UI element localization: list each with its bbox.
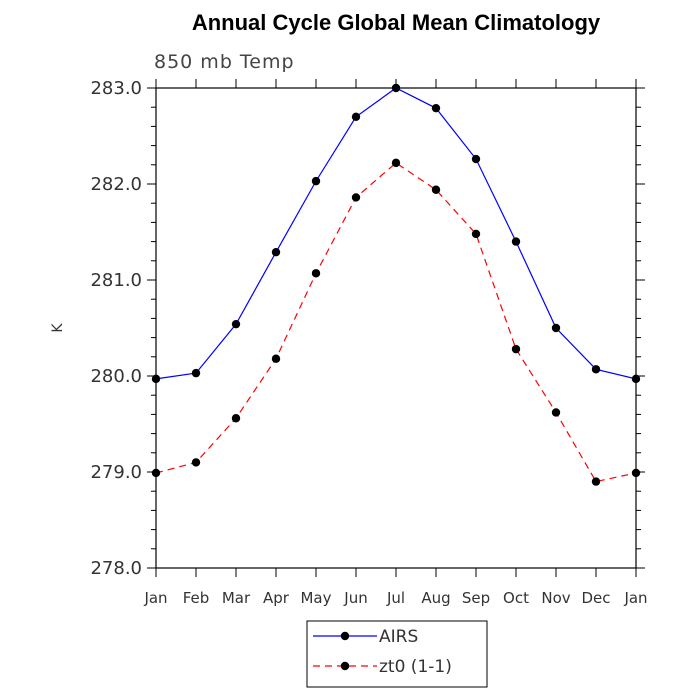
series-1 [151, 158, 641, 486]
x-tick-label: May [300, 589, 331, 607]
data-point [391, 158, 401, 168]
data-point [431, 185, 441, 194]
x-tick-label: Jun [343, 589, 367, 607]
series-layer [151, 83, 641, 486]
data-point [191, 458, 201, 467]
data-point [511, 237, 521, 246]
data-point [471, 154, 481, 164]
legend: AIRS zt0 (1-1) [306, 620, 488, 688]
x-tick-label: Jul [386, 589, 405, 607]
x-tick-label: Aug [421, 589, 450, 607]
legend-label: zt0 (1-1) [379, 657, 452, 677]
data-point [591, 365, 601, 374]
data-point [431, 103, 441, 113]
data-point [271, 354, 281, 363]
data-point [391, 83, 401, 93]
y-tick-label: 281.0 [90, 270, 142, 291]
x-tick-label: Dec [581, 589, 610, 607]
legend-marker [340, 661, 350, 671]
y-tick-label: 280.0 [90, 366, 142, 387]
x-tick-label: Jan [143, 589, 167, 607]
data-point [631, 374, 641, 384]
y-tick-label: 282.0 [90, 174, 142, 195]
x-tick-label: Feb [183, 589, 210, 607]
data-point [511, 344, 521, 354]
x-tick-label: Apr [263, 589, 290, 607]
legend-label: AIRS [379, 627, 418, 647]
data-point [351, 112, 361, 122]
data-point [311, 269, 321, 278]
legend-marker [340, 631, 350, 641]
x-tick-label: Nov [541, 589, 570, 607]
x-tick-label: Oct [503, 589, 529, 607]
data-point [471, 229, 481, 239]
series-0 [151, 83, 641, 384]
data-point [551, 408, 561, 417]
series-line [155, 162, 637, 483]
x-tick-label: Mar [222, 589, 251, 607]
data-point [151, 468, 161, 478]
x-tick-label: Jan [623, 589, 647, 607]
x-tick-label: Sep [462, 589, 490, 607]
data-point [311, 176, 321, 186]
data-point [151, 374, 161, 384]
y-tick-label: 279.0 [90, 462, 142, 483]
data-point [351, 193, 361, 202]
data-point [191, 368, 201, 378]
data-point [631, 468, 641, 478]
data-point [591, 477, 601, 486]
legend-box [306, 620, 488, 688]
data-point [231, 414, 241, 423]
y-tick-label: 278.0 [90, 558, 142, 579]
axes: 278.0 279.0 280.0 281.0 282.0 283.0 Jan Feb Mar A… [90, 78, 647, 607]
chart-subtitle: 850 mb Temp [154, 51, 295, 73]
data-point [271, 247, 281, 257]
series-line [155, 87, 637, 380]
y-tick-label: 283.0 [90, 78, 142, 99]
data-point [231, 319, 241, 329]
y-axis-label: K [50, 323, 66, 333]
chart-title: Annual Cycle Global Mean Climatology [192, 10, 601, 35]
data-point [551, 323, 561, 333]
